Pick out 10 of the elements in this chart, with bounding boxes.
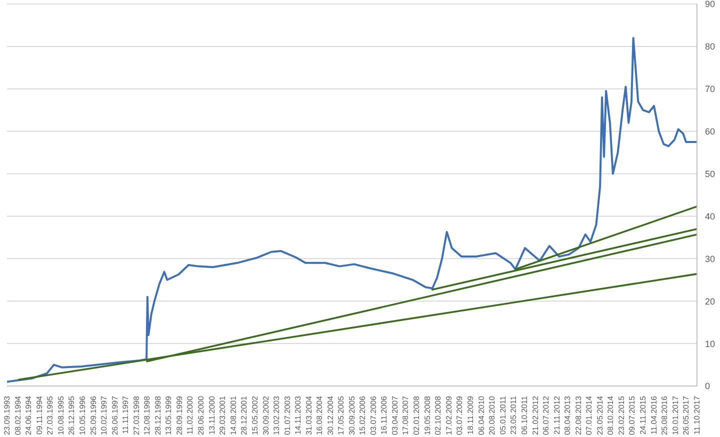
y-tick-label: 30 — [705, 254, 716, 264]
y-tick-label: 20 — [705, 296, 716, 306]
y-tick-label: 80 — [705, 42, 716, 52]
y-tick-label: 40 — [705, 211, 716, 222]
y-tick-label: 50 — [705, 168, 716, 179]
y-tick-label: 70 — [705, 84, 716, 94]
y-tick-label: 0 — [705, 381, 710, 392]
y-tick-label: 90 — [705, 0, 716, 10]
y-tick-label: 60 — [705, 126, 716, 137]
y-tick-label: 10 — [705, 338, 716, 349]
